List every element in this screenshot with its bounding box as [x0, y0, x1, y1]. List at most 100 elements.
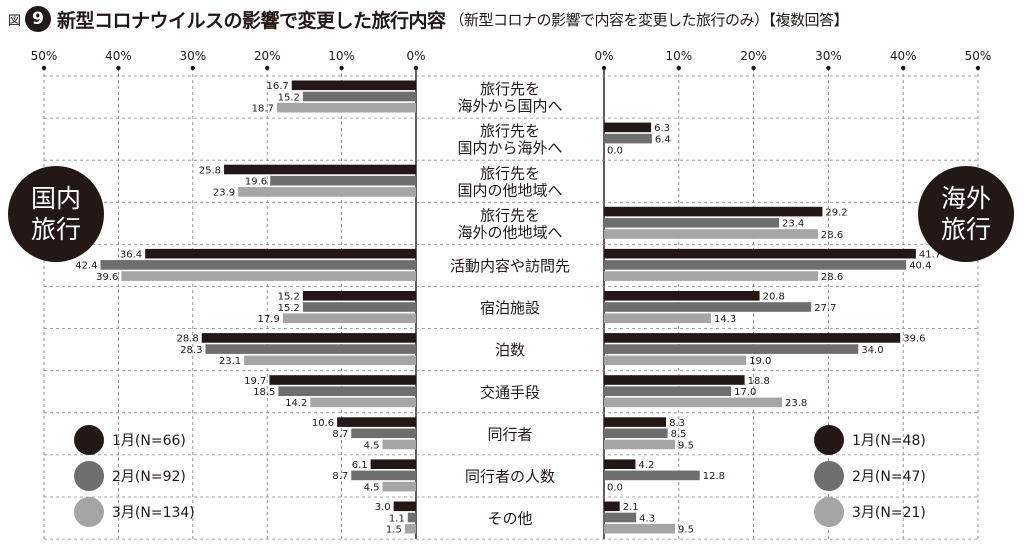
legend-swatch: [814, 461, 844, 491]
bar-overseas: [604, 512, 637, 523]
data-label-domestic: 4.5: [364, 440, 380, 451]
category-label: 活動内容や訪問先: [450, 257, 570, 275]
data-label-overseas: 28.6: [821, 272, 843, 283]
data-label-overseas: 6.3: [654, 123, 670, 134]
figure-number-badge: 9: [25, 6, 52, 32]
data-label-domestic: 15.2: [278, 292, 300, 303]
data-label-domestic: 39.6: [96, 272, 118, 283]
data-label-overseas: 39.6: [903, 334, 925, 345]
legend-swatch: [814, 425, 844, 455]
bar-overseas: [604, 206, 823, 217]
data-label-overseas: 29.2: [825, 207, 847, 218]
bar-domestic: [238, 187, 416, 197]
data-label-domestic: 36.4: [120, 250, 142, 261]
data-label-overseas: 9.5: [678, 525, 694, 536]
category-label: 同行者: [487, 425, 532, 443]
category-label: その他: [487, 510, 532, 528]
bar-domestic: [121, 271, 416, 281]
data-label-domestic: 4.5: [364, 482, 380, 493]
tick-dot: [339, 65, 344, 71]
bar-domestic: [382, 481, 416, 492]
bar-overseas: [604, 417, 667, 427]
data-label-domestic: 6.1: [352, 460, 368, 471]
data-label-domestic: 15.2: [278, 92, 300, 103]
tick-label-domestic: 0%: [406, 49, 425, 63]
bar-overseas: [604, 271, 818, 281]
data-label-domestic: 3.0: [375, 502, 391, 513]
bar-domestic: [393, 501, 416, 512]
data-label-overseas: 20.8: [763, 292, 785, 303]
data-label-overseas: 23.4: [782, 219, 804, 230]
legend-swatch: [74, 425, 104, 455]
data-label-overseas: 2.1: [623, 502, 639, 513]
data-label-overseas: 34.0: [861, 345, 883, 356]
data-label-domestic: 28.8: [176, 334, 198, 345]
bar-overseas: [604, 333, 901, 343]
tick-dot: [901, 65, 906, 71]
data-label-domestic: 18.5: [253, 387, 275, 398]
tick-dot: [975, 65, 981, 71]
data-label-domestic: 23.1: [219, 356, 241, 367]
bar-overseas: [604, 386, 732, 396]
bar-domestic: [278, 386, 416, 396]
tick-label-overseas: 40%: [890, 49, 917, 63]
bar-overseas: [604, 313, 711, 323]
legend-item: 1月(N=66): [74, 424, 234, 456]
bar-domestic: [291, 80, 416, 91]
category-label: 旅行先を: [480, 80, 540, 98]
tick-label-overseas: 10%: [665, 49, 692, 63]
figure-label: 図: [8, 13, 22, 29]
data-label-overseas: 0.0: [607, 146, 623, 157]
tick-label-domestic: 40%: [105, 49, 132, 63]
data-label-overseas: 12.8: [703, 471, 725, 482]
legend-swatch: [74, 497, 104, 527]
legend-item: 2月(N=92): [74, 460, 234, 492]
data-label-overseas: 4.3: [639, 513, 655, 524]
tick-dot: [265, 65, 270, 71]
legend-swatch: [814, 497, 844, 527]
bar-domestic: [302, 91, 416, 102]
tick-label-overseas: 0%: [594, 49, 613, 63]
title-main: 新型コロナウイルスの影響で変更した旅行内容: [57, 9, 446, 32]
data-label-overseas: 40.4: [909, 261, 931, 272]
bar-overseas: [604, 229, 818, 239]
category-label: 泊数: [495, 341, 525, 359]
data-label-domestic: 15.2: [278, 303, 300, 314]
data-label-domestic: 28.3: [180, 345, 202, 356]
data-label-overseas: 27.7: [814, 303, 836, 314]
domestic-travel-badge: 国内 旅行: [8, 166, 104, 262]
bar-domestic: [351, 470, 416, 481]
data-label-overseas: 6.4: [655, 134, 671, 145]
bar-domestic: [407, 512, 416, 523]
legend-item: 3月(N=21): [814, 496, 974, 528]
data-label-domestic: 1.1: [389, 513, 405, 524]
data-label-overseas: 0.0: [607, 482, 623, 493]
data-label-domestic: 8.7: [332, 471, 348, 482]
tick-label-overseas: 30%: [815, 49, 842, 63]
tick-dot: [413, 65, 419, 71]
category-label: 旅行先を: [480, 164, 540, 182]
bar-domestic: [224, 164, 416, 175]
tick-label-domestic: 50%: [31, 49, 58, 63]
category-label: 国内から海外へ: [457, 139, 562, 157]
bar-overseas: [604, 501, 620, 512]
category-label: 交通手段: [480, 383, 540, 401]
data-label-overseas: 28.6: [821, 230, 843, 241]
legend-swatch: [74, 461, 104, 491]
legend-item: 1月(N=48): [814, 424, 974, 456]
data-label-overseas: 8.3: [669, 418, 685, 429]
tick-dot: [601, 65, 607, 71]
bar-domestic: [270, 175, 416, 186]
bar-overseas: [604, 218, 780, 228]
chart-title: 図 9 新型コロナウイルスの影響で変更した旅行内容 （新型コロナの影響で内容を変…: [8, 4, 849, 34]
data-label-domestic: 10.6: [312, 418, 334, 429]
bar-domestic: [351, 428, 416, 439]
bar-overseas: [604, 133, 652, 144]
legend-label: 2月(N=92): [112, 469, 186, 485]
bar-overseas: [604, 375, 745, 385]
data-label-domestic: 18.7: [252, 104, 274, 115]
bar-overseas: [604, 428, 668, 439]
category-label: 国内の他地域へ: [457, 181, 562, 199]
bar-domestic: [404, 523, 416, 534]
